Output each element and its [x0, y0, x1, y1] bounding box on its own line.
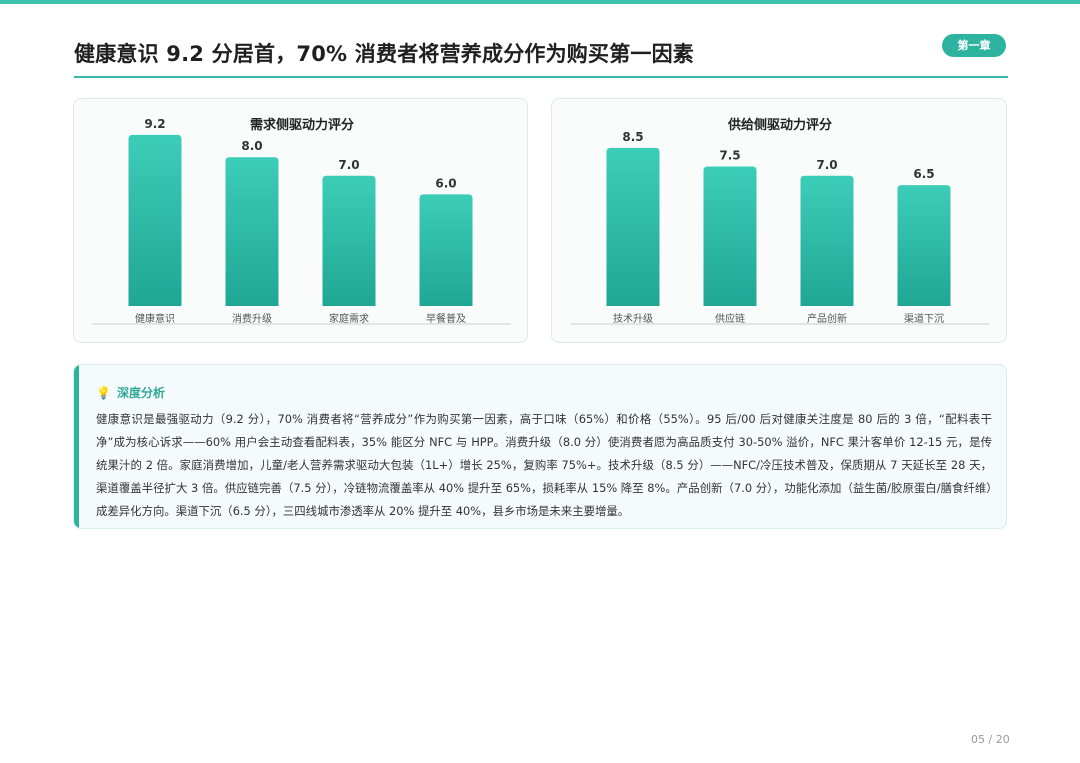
page-number: 05 / 20	[971, 733, 1010, 746]
chapter-badge: 第一章	[942, 34, 1006, 57]
analysis-panel: 💡 深度分析 健康意识是最强驱动力（9.2 分），70% 消费者将“营养成分”作…	[73, 364, 1007, 529]
bar-1	[128, 134, 182, 306]
data-label: 7.5	[719, 149, 740, 163]
category-label: 健康意识	[135, 312, 175, 325]
data-label: 6.5	[913, 167, 934, 181]
analysis-text: 健康意识是最强驱动力（9.2 分），70% 消费者将“营养成分”作为购买第一因素…	[96, 412, 992, 518]
analysis-accent-bar	[74, 365, 79, 528]
demand-bar-chart: 需求侧驱动力评分 9.2 健康意识 8.0 消费升级 7.0 家庭需求 6.0 早餐普及	[92, 117, 511, 325]
lightbulb-icon: 💡	[96, 385, 111, 400]
category-label: 早餐普及	[426, 312, 466, 325]
data-label: 7.0	[338, 158, 359, 172]
data-label: 9.2	[144, 117, 165, 131]
analysis-heading-label: 深度分析	[116, 386, 165, 400]
supply-bar-chart: 供给侧驱动力评分 8.5 技术升级 7.5 供应链 7.0 产品创新 6.5 渠道下沉	[570, 117, 989, 325]
category-label: 技术升级	[613, 312, 653, 325]
data-label: 6.0	[435, 176, 456, 190]
demand-chart-card: 需求侧驱动力评分 9.2 健康意识 8.0 消费升级 7.0 家庭需求 6.0 早餐普及	[73, 98, 528, 343]
page-title: 健康意识 9.2 分居首，70% 消费者将营养成分作为购买第一因素	[74, 42, 694, 66]
category-label: 供应链	[715, 312, 745, 325]
category-label: 消费升级	[232, 312, 272, 325]
category-label: 渠道下沉	[904, 312, 944, 325]
category-label: 产品创新	[807, 312, 847, 325]
data-label: 8.5	[622, 130, 643, 144]
bar-2	[703, 166, 757, 306]
bar-3	[800, 175, 854, 306]
supply-chart-card: 供给侧驱动力评分 8.5 技术升级 7.5 供应链 7.0 产品创新 6.5 渠道下沉	[551, 98, 1007, 343]
title-divider	[74, 76, 1008, 78]
bar-4	[897, 185, 951, 306]
bar-4	[419, 194, 473, 306]
chart-title: 需求侧驱动力评分	[250, 117, 354, 133]
category-label: 家庭需求	[329, 312, 369, 325]
analysis-heading: 💡 深度分析	[96, 384, 165, 401]
chart-title: 供给侧驱动力评分	[727, 117, 832, 133]
data-label: 7.0	[816, 158, 837, 172]
bar-2	[225, 157, 279, 306]
bar-1	[606, 147, 660, 306]
bar-3	[322, 175, 376, 306]
data-label: 8.0	[241, 139, 262, 153]
top-accent-stripe	[0, 0, 1080, 4]
